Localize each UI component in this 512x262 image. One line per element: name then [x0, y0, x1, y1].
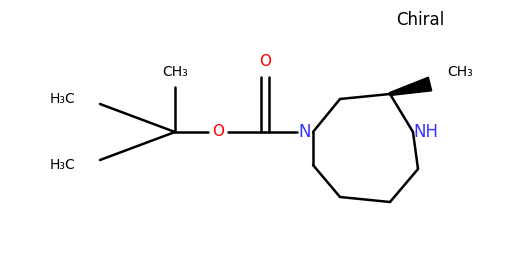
Text: N: N [298, 123, 311, 141]
Text: CH₃: CH₃ [447, 65, 473, 79]
Text: H₃C: H₃C [49, 92, 75, 106]
Text: O: O [259, 54, 271, 69]
Polygon shape [390, 77, 432, 95]
Text: O: O [212, 124, 224, 139]
Text: CH₃: CH₃ [162, 65, 188, 79]
Text: NH: NH [414, 123, 438, 141]
Text: Chiral: Chiral [396, 11, 444, 29]
Text: H₃C: H₃C [49, 158, 75, 172]
